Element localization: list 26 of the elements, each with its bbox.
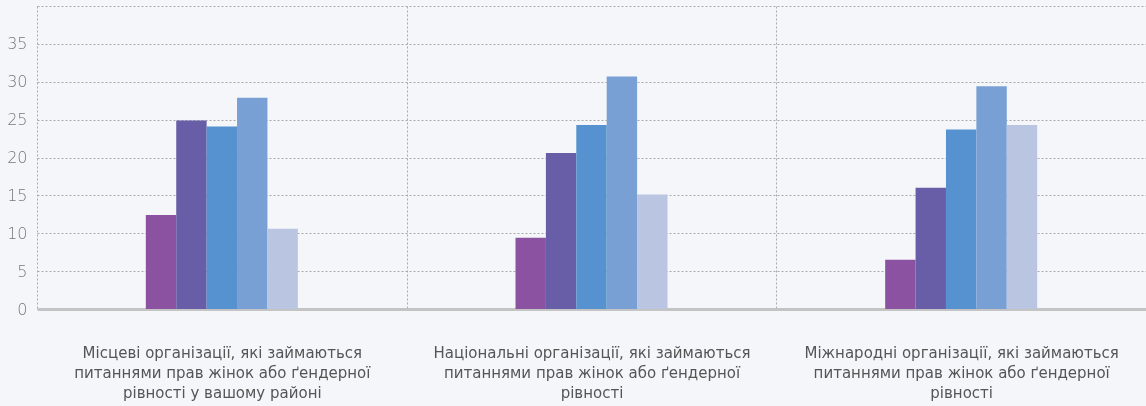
bar <box>637 194 668 309</box>
bar <box>915 187 946 309</box>
bar <box>545 152 577 309</box>
bar <box>145 215 177 309</box>
y-tick-label: 5 <box>17 261 28 281</box>
bar <box>976 86 1007 309</box>
bar <box>515 237 546 309</box>
bar <box>267 228 298 309</box>
bar <box>606 76 638 309</box>
y-tick-label: 10 <box>7 223 28 243</box>
y-tick-label: 25 <box>7 110 28 130</box>
y-tick-label: 35 <box>7 34 28 54</box>
bar <box>206 126 238 309</box>
bar <box>576 124 607 309</box>
x-tick-label: Національні організації, які займаються питаннями прав жінок або ґендерної рівності <box>433 343 751 402</box>
bar <box>945 129 977 309</box>
bar <box>1006 124 1038 309</box>
y-tick-label: 15 <box>7 185 28 205</box>
bar <box>176 120 207 309</box>
bar <box>885 259 916 309</box>
x-tick-label: Місцеві організації, які займаються питаннями прав жінок або ґендерної рівності у вашому районі <box>74 343 372 402</box>
x-tick-label: Міжнародні організації, які займаються питаннями прав жінок або ґендерної рівності <box>804 343 1119 402</box>
y-tick-label: 30 <box>7 72 28 92</box>
bar <box>237 97 268 309</box>
y-tick-label: 0 <box>17 299 28 319</box>
y-tick-label: 20 <box>7 148 28 167</box>
